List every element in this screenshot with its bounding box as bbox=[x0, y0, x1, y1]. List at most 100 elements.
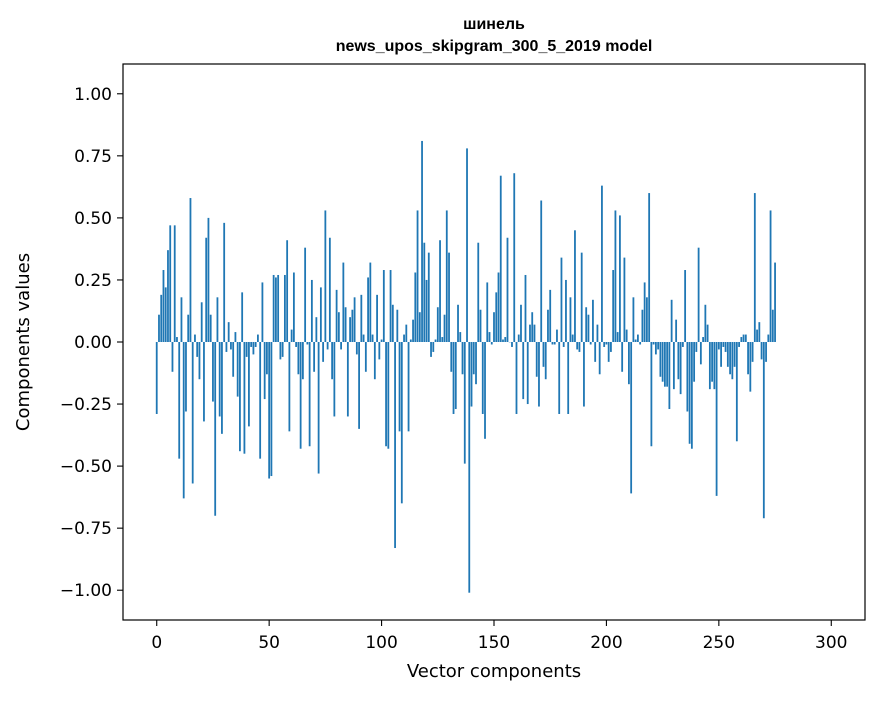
bar-14 bbox=[187, 315, 189, 342]
bar-71 bbox=[315, 317, 317, 342]
bar-144 bbox=[480, 310, 482, 342]
bar-124 bbox=[435, 340, 437, 342]
bar-184 bbox=[570, 297, 572, 342]
bar-227 bbox=[666, 342, 668, 387]
bar-100 bbox=[381, 340, 383, 342]
bar-245 bbox=[707, 325, 709, 342]
bar-271 bbox=[765, 342, 767, 362]
bar-189 bbox=[581, 253, 583, 342]
y-tick-label: −0.25 bbox=[60, 395, 112, 415]
bar-96 bbox=[372, 335, 374, 342]
bar-174 bbox=[547, 310, 549, 342]
bar-92 bbox=[363, 335, 365, 342]
y-tick-label: 0.25 bbox=[74, 271, 112, 291]
y-tick-label: −0.75 bbox=[60, 519, 112, 539]
bar-83 bbox=[342, 263, 344, 342]
bar-99 bbox=[378, 342, 380, 359]
bar-183 bbox=[567, 342, 569, 414]
bar-75 bbox=[324, 210, 326, 342]
bar-53 bbox=[275, 277, 277, 342]
bar-260 bbox=[740, 337, 742, 342]
bar-201 bbox=[608, 342, 610, 362]
bar-150 bbox=[493, 312, 495, 342]
bar-158 bbox=[511, 342, 513, 347]
bar-26 bbox=[214, 342, 216, 516]
bar-90 bbox=[358, 342, 360, 429]
bar-56 bbox=[282, 342, 284, 357]
bar-118 bbox=[421, 141, 423, 342]
bar-264 bbox=[749, 342, 751, 392]
bar-22 bbox=[205, 238, 207, 342]
bar-128 bbox=[444, 315, 446, 342]
bar-66 bbox=[304, 248, 306, 342]
bar-41 bbox=[248, 342, 250, 426]
bar-112 bbox=[408, 342, 410, 431]
bar-176 bbox=[552, 342, 554, 344]
bar-164 bbox=[525, 275, 527, 342]
bar-114 bbox=[412, 320, 414, 342]
bar-145 bbox=[482, 342, 484, 414]
bar-192 bbox=[588, 315, 590, 342]
bar-261 bbox=[743, 335, 745, 342]
bar-143 bbox=[477, 243, 479, 342]
bar-154 bbox=[502, 340, 504, 342]
bar-258 bbox=[736, 342, 738, 441]
bar-105 bbox=[392, 305, 394, 342]
bar-12 bbox=[183, 342, 185, 498]
bar-236 bbox=[686, 342, 688, 412]
bar-232 bbox=[677, 342, 679, 379]
bar-87 bbox=[351, 310, 353, 342]
bar-215 bbox=[639, 342, 641, 344]
bar-35 bbox=[235, 332, 237, 342]
bar-244 bbox=[704, 305, 706, 342]
x-tick-label: 300 bbox=[815, 633, 847, 653]
bar-173 bbox=[545, 342, 547, 379]
bar-28 bbox=[219, 342, 221, 416]
bar-50 bbox=[268, 342, 270, 479]
bar-151 bbox=[495, 292, 497, 342]
bar-240 bbox=[695, 342, 697, 352]
bar-54 bbox=[277, 275, 279, 342]
bar-226 bbox=[664, 342, 666, 387]
bar-230 bbox=[673, 342, 675, 389]
bar-77 bbox=[329, 238, 331, 342]
bar-109 bbox=[401, 342, 403, 503]
bar-6 bbox=[169, 225, 171, 342]
bar-149 bbox=[491, 342, 493, 344]
bar-62 bbox=[295, 342, 297, 347]
bar-23 bbox=[208, 218, 210, 342]
bar-171 bbox=[540, 201, 542, 342]
bar-249 bbox=[716, 342, 718, 496]
bar-263 bbox=[747, 342, 749, 374]
bar-40 bbox=[246, 342, 248, 357]
bar-224 bbox=[659, 342, 661, 377]
bar-93 bbox=[365, 342, 367, 372]
bar-162 bbox=[520, 305, 522, 342]
bar-34 bbox=[232, 342, 234, 377]
x-tick-label: 50 bbox=[258, 633, 280, 653]
bar-165 bbox=[527, 342, 529, 404]
bar-135 bbox=[459, 332, 461, 342]
bar-111 bbox=[405, 325, 407, 342]
bar-97 bbox=[374, 342, 376, 379]
bar-152 bbox=[498, 273, 500, 343]
bar-42 bbox=[250, 342, 252, 347]
bar-65 bbox=[302, 342, 304, 379]
bar-49 bbox=[266, 342, 268, 374]
bar-67 bbox=[306, 342, 308, 344]
bar-241 bbox=[698, 248, 700, 342]
bar-29 bbox=[221, 342, 223, 434]
bar-190 bbox=[583, 342, 585, 407]
bar-27 bbox=[217, 297, 219, 342]
bar-120 bbox=[426, 280, 428, 342]
bar-222 bbox=[655, 342, 657, 354]
bar-160 bbox=[516, 342, 518, 414]
bar-138 bbox=[466, 148, 468, 342]
bar-257 bbox=[734, 342, 736, 367]
bar-44 bbox=[255, 342, 257, 347]
bar-137 bbox=[464, 342, 466, 464]
y-axis-label: Components values bbox=[13, 253, 34, 431]
bar-153 bbox=[500, 176, 502, 342]
bar-148 bbox=[489, 332, 491, 342]
